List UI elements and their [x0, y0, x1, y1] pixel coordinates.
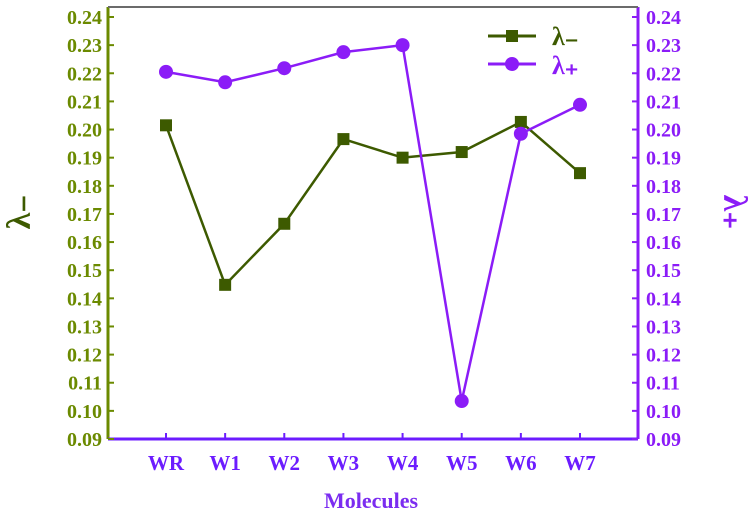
right-y-tick-label: 0.24: [646, 7, 681, 29]
left-y-tick-label: 0.23: [67, 35, 102, 57]
right-y-axis-title: λ₊: [716, 195, 749, 230]
right-y-tick-label: 0.18: [646, 176, 681, 198]
x-tick-label: W6: [505, 451, 537, 475]
left-y-tick-label: 0.10: [67, 401, 102, 423]
right-y-tick-label: 0.09: [646, 429, 681, 451]
series-line: [165, 43, 581, 402]
series-layer: [159, 38, 587, 409]
left-y-tick-label: 0.09: [67, 429, 102, 451]
right-y-ticks: 0.09 0.10 0.11 0.12 0.13 0.14 0.15 0.16 0.17 0.18…: [632, 7, 681, 451]
data-point-square: [219, 278, 232, 291]
left-y-tick-label: 0.16: [67, 232, 102, 254]
data-point-circle: [277, 61, 292, 76]
left-y-tick-label: 0.24: [67, 7, 102, 29]
right-y-tick-label: 0.16: [646, 232, 681, 254]
legend-marker-lambda-plus: [505, 57, 519, 71]
left-y-tick-label: 0.17: [67, 204, 102, 226]
x-ticks: WR W1 W2 W3 W4 W5 W6 W7: [148, 433, 596, 475]
right-y-tick-label: 0.20: [646, 120, 681, 142]
data-point-circle: [454, 394, 469, 409]
x-axis-title: Molecules: [324, 488, 419, 513]
data-point-circle: [336, 45, 351, 60]
left-y-tick-label: 0.19: [67, 148, 102, 170]
data-point-circle: [218, 75, 233, 90]
x-tick-label: W2: [269, 451, 301, 475]
left-y-tick-label: 0.12: [67, 345, 102, 367]
left-y-tick-label: 0.20: [67, 120, 102, 142]
data-point-circle: [159, 64, 173, 79]
right-y-tick-label: 0.14: [646, 288, 681, 310]
x-tick-label: W4: [387, 451, 419, 475]
legend-marker-lambda-minus: [506, 30, 518, 42]
x-tick-label: W1: [209, 451, 241, 475]
legend-label-lambda-minus: λ₋: [552, 22, 579, 51]
data-point-square: [455, 146, 468, 159]
left-y-tick-label: 0.18: [67, 176, 102, 198]
series-lambda-minus: [160, 115, 586, 291]
right-y-tick-label: 0.23: [646, 35, 681, 57]
data-point-circle: [573, 97, 587, 112]
right-y-tick-label: 0.11: [646, 373, 680, 395]
data-point-square: [160, 119, 172, 132]
data-point-circle: [395, 38, 410, 53]
right-y-tick-label: 0.15: [646, 260, 681, 282]
left-y-tick-label: 0.15: [67, 260, 102, 282]
right-y-tick-label: 0.10: [646, 401, 681, 423]
data-point-square: [337, 133, 350, 146]
data-point-circle: [513, 126, 528, 141]
axes: [106, 6, 640, 441]
data-point-square: [396, 151, 409, 164]
x-tick-label: W3: [328, 451, 360, 475]
x-tick-label: W7: [564, 451, 596, 475]
right-y-tick-label: 0.13: [646, 316, 681, 338]
series-line: [164, 120, 581, 288]
series-lambda-plus: [159, 38, 587, 409]
data-point-square: [514, 115, 527, 128]
right-y-tick-label: 0.19: [646, 148, 681, 170]
left-y-tick-label: 0.13: [67, 316, 102, 338]
left-y-tick-label: 0.14: [67, 288, 102, 310]
left-y-axis-title: λ₋: [1, 195, 38, 230]
left-y-ticks: 0.09 0.10 0.11 0.12 0.13 0.14 0.15 0.16 0.17 0.18…: [67, 7, 114, 451]
right-y-tick-label: 0.12: [646, 345, 681, 367]
data-point-square: [278, 217, 291, 230]
left-y-tick-label: 0.11: [68, 373, 102, 395]
right-y-tick-label: 0.17: [646, 204, 681, 226]
legend-label-lambda-plus: λ₊: [552, 51, 579, 80]
x-tick-label: W5: [446, 451, 478, 475]
right-y-tick-label: 0.22: [646, 63, 681, 85]
data-point-square: [574, 167, 586, 180]
legend: λ₋ λ₊: [488, 22, 579, 80]
right-y-tick-label: 0.21: [646, 91, 681, 113]
x-tick-label: WR: [148, 451, 185, 475]
left-y-tick-label: 0.21: [67, 91, 102, 113]
left-y-tick-label: 0.22: [67, 63, 102, 85]
